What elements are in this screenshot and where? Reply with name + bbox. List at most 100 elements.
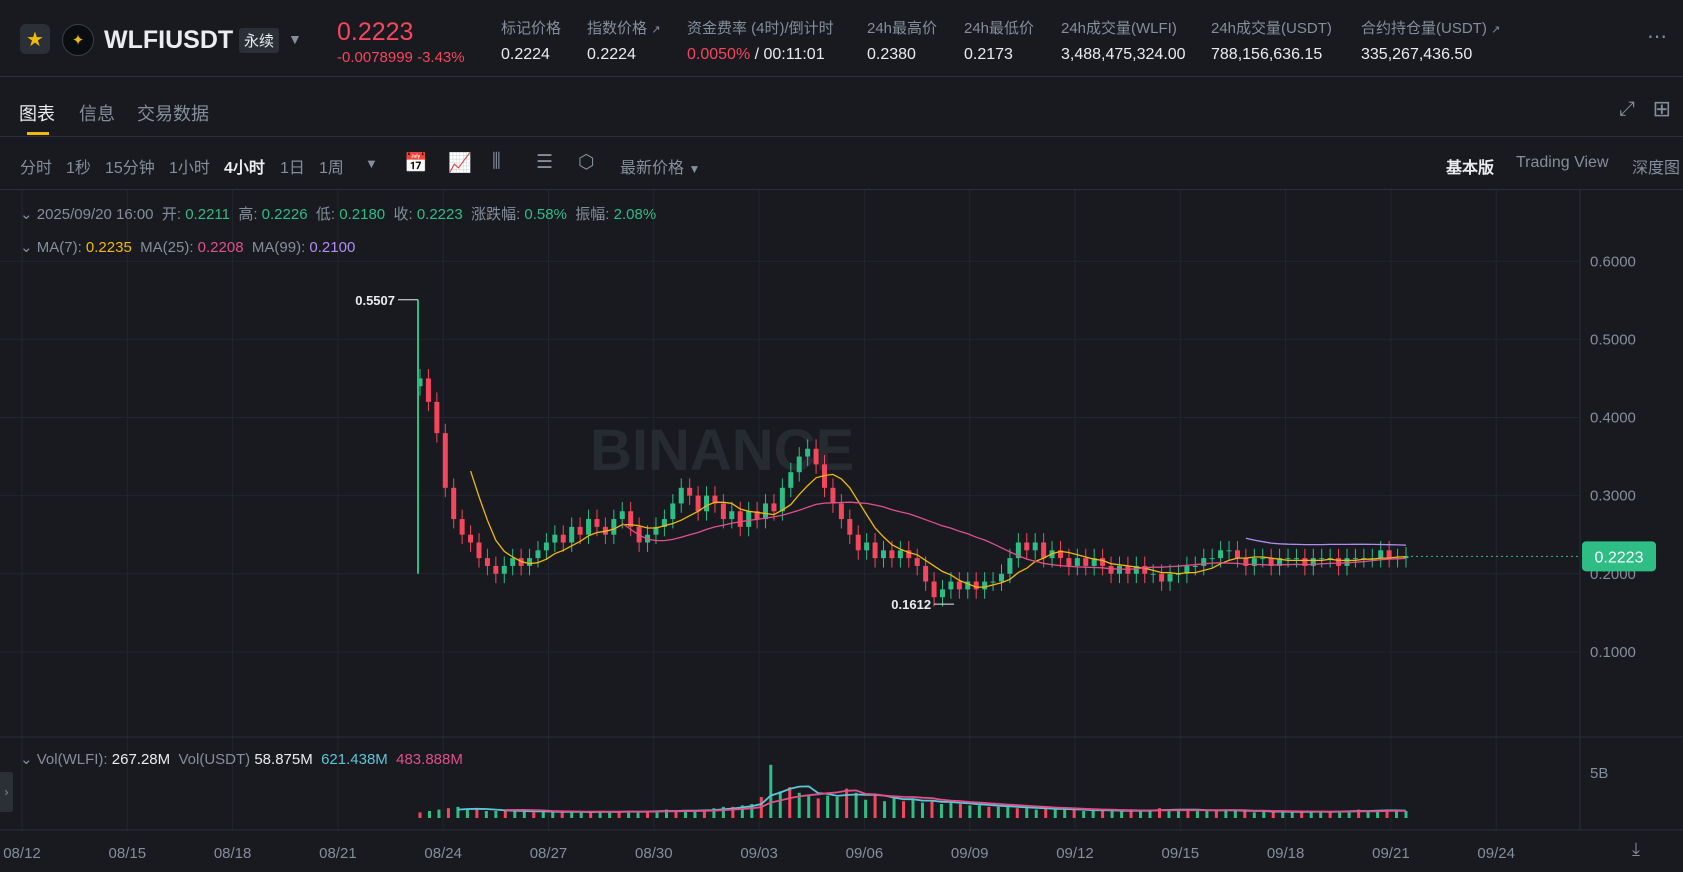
candle-body (1032, 542, 1038, 551)
ma-collapse-icon[interactable]: ⌄ (20, 239, 33, 256)
tab-chart[interactable]: 图表 (19, 104, 55, 124)
candle-body (687, 487, 693, 496)
volume-bar (1376, 811, 1380, 818)
chart-settings-icon[interactable]: ☰ (536, 152, 554, 173)
candle-body (931, 581, 937, 598)
candle-body (872, 542, 878, 559)
volume-bar (788, 787, 792, 818)
candle-body (965, 581, 971, 590)
volume-bar (1091, 811, 1095, 818)
candle-body (535, 550, 541, 559)
calendar-icon[interactable]: 📅 (404, 153, 428, 174)
kline-chart[interactable]: BINANCE 0.60000.50000.40000.30000.20000.… (0, 190, 1683, 872)
volume-bar (949, 802, 953, 818)
time-tick-label: 08/30 (635, 845, 673, 862)
volume-wlfi-stat: 24h成交量(WLFI) 3,488,475,324.00 (1061, 20, 1186, 63)
candlesticks (417, 299, 1409, 607)
volume-bar (1271, 812, 1275, 818)
price-annotations: 0.2223 0.5507 0.1612 (355, 293, 1656, 612)
candle-body (720, 503, 726, 520)
candle-body (619, 511, 625, 520)
candle-body (847, 519, 853, 535)
candle-body (838, 503, 844, 520)
open-interest-stat[interactable]: 合约持仓量(USDT) ↗ 335,267,436.50 (1361, 20, 1501, 63)
time-tick-label: 08/18 (214, 845, 252, 862)
time-tick-label: 09/15 (1162, 845, 1200, 862)
symbol-name[interactable]: WLFIUSDT (104, 26, 234, 54)
funding-rate-stat[interactable]: 资金费率 (4时)/倒计时 0.0050% / 00:11:01 (687, 20, 834, 63)
timeframe-4h[interactable]: 4小时 (224, 160, 265, 177)
candle-body (1074, 558, 1080, 566)
more-options-icon[interactable]: ⋯ (1647, 26, 1667, 48)
volume-legend: ⌄ Vol(WLFI): 267.28M Vol(USDT) 58.875M 6… (20, 751, 463, 768)
fullscreen-expand-icon[interactable]: ⤢ (1619, 98, 1635, 120)
reset-scale-icon[interactable]: ⤓ (1632, 839, 1640, 859)
favorite-star-icon[interactable]: ★ (20, 24, 50, 54)
time-tick-label: 08/24 (424, 845, 462, 862)
volume-bar (446, 808, 450, 818)
volume-bars (418, 764, 1408, 818)
timeframe-dropdown-chevron-icon[interactable]: ▼ (365, 156, 378, 171)
volume-bar (1309, 811, 1313, 818)
volume-bar (750, 804, 754, 818)
volume-bar (513, 811, 517, 818)
volume-bar (522, 811, 526, 818)
timeframe-15m[interactable]: 15分钟 (105, 160, 155, 177)
time-axis: 08/12 08/15 08/18 08/21 08/24 08/27 08/30 09/03… (3, 845, 1515, 862)
candle-body (923, 565, 929, 582)
candle-body (425, 378, 431, 402)
candle-body (1091, 558, 1097, 566)
view-trading-view[interactable]: Trading View (1516, 154, 1609, 171)
volume-bar (1101, 809, 1105, 818)
candle-body (586, 519, 592, 535)
volume-bar (551, 812, 555, 818)
candle-body (1007, 558, 1013, 574)
volume-bar (1290, 812, 1294, 818)
candle-body (1015, 542, 1021, 559)
candle-type-icon[interactable]: ⫼ (492, 151, 501, 172)
tab-trading-data[interactable]: 交易数据 (137, 104, 209, 124)
candle-body (1100, 558, 1106, 566)
layout-grid-icon[interactable]: ⊞ (1652, 96, 1671, 121)
volume-bar (560, 812, 564, 818)
tab-info[interactable]: 信息 (79, 104, 115, 124)
expand-sidebar-chevron-right-icon[interactable]: › (0, 772, 13, 812)
volume-bar (968, 805, 972, 818)
volume-bar (1395, 811, 1399, 818)
timeframe-1s[interactable]: 1秒 (66, 160, 91, 177)
volume-bar (589, 812, 593, 818)
candle-body (417, 378, 423, 387)
candle-body (451, 487, 457, 520)
volume-bar (1063, 809, 1067, 818)
timeframe-1w[interactable]: 1周 (319, 160, 344, 177)
candle-body (1218, 550, 1224, 559)
vol-collapse-icon[interactable]: ⌄ (20, 751, 33, 768)
price-type-select[interactable]: 最新价格 ▼ (620, 160, 701, 177)
timeframe-1h[interactable]: 1小时 (169, 160, 210, 177)
volume-bar (1338, 811, 1342, 818)
hexagon-settings-icon[interactable]: ⬡ (578, 152, 595, 173)
volume-bar (1366, 811, 1370, 818)
symbol-dropdown-chevron-down-icon[interactable]: ▼ (288, 31, 302, 47)
volume-bar (1148, 809, 1152, 818)
volume-bar (1186, 811, 1190, 818)
view-depth-chart[interactable]: 深度图 (1632, 160, 1681, 177)
volume-bar (1015, 808, 1019, 818)
timeframe-line[interactable]: 分时 (20, 160, 53, 177)
timeframe-1d[interactable]: 1日 (280, 160, 305, 177)
volume-bar (674, 811, 678, 818)
time-tick-label: 08/27 (530, 845, 568, 862)
volume-bar (1072, 809, 1076, 818)
candle-body (1057, 550, 1063, 559)
volume-bar (1006, 806, 1010, 818)
candle-body (543, 542, 549, 551)
time-tick-label: 08/21 (319, 845, 357, 862)
candle-body (897, 550, 903, 559)
candle-body (594, 519, 600, 527)
volume-bar (503, 811, 507, 818)
legend-collapse-icon[interactable]: ⌄ (20, 206, 33, 223)
mark-price-stat[interactable]: 标记价格 0.2224 (501, 20, 562, 63)
indicators-icon[interactable]: 📈 (448, 153, 472, 174)
index-price-stat[interactable]: 指数价格 ↗ 0.2224 (587, 20, 661, 63)
view-basic[interactable]: 基本版 (1446, 160, 1495, 177)
